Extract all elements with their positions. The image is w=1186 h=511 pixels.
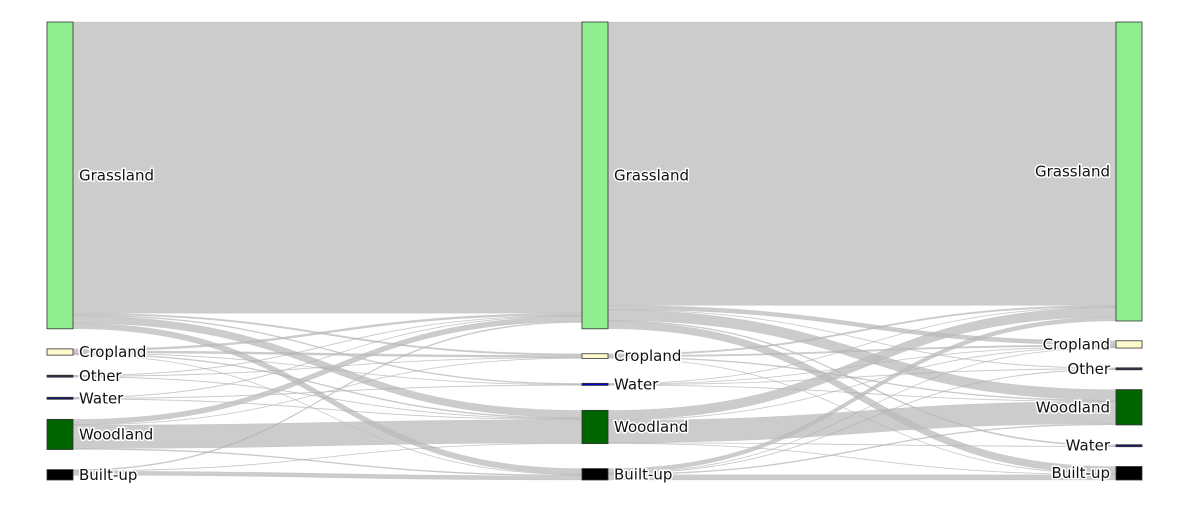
flow-s0-builtup-to-s1-builtup	[72, 470, 583, 481]
label-s1-woodland: Woodland	[614, 418, 688, 436]
label-s0-water: Water	[79, 389, 124, 407]
node-s0-water	[46, 396, 74, 400]
node-layer	[46, 21, 1143, 481]
label-layer: Grassland Cropland Other Water Woodland Built…	[78, 161, 1113, 485]
label-s2-grassland: Grassland	[1035, 163, 1110, 181]
label-s1-builtup: Built-up	[614, 465, 672, 483]
label-s2-water: Water	[1066, 437, 1111, 455]
node-s0-woodland	[46, 418, 74, 450]
label-s2-cropland: Cropland	[1043, 335, 1110, 353]
label-s0-builtup: Built-up	[79, 466, 137, 484]
flow-s1-builtup-to-s2-builtup	[607, 474, 1117, 481]
label-s2-woodland: Woodland	[1036, 398, 1110, 416]
label-s0-woodland: Woodland	[79, 425, 153, 443]
node-s1-cropland	[581, 353, 609, 359]
node-s0-cropland	[46, 348, 74, 356]
flow-layer	[72, 21, 1117, 481]
node-s0-builtup	[46, 469, 74, 481]
label-s2-other: Other	[1067, 360, 1110, 378]
label-s1-water: Water	[614, 375, 659, 393]
node-s1-grassland	[581, 21, 609, 330]
node-s2-builtup	[1115, 466, 1143, 481]
label-s0-other: Other	[79, 367, 122, 385]
node-s1-woodland	[581, 409, 609, 445]
label-s1-grassland: Grassland	[614, 166, 689, 184]
label-s1-cropland: Cropland	[614, 347, 681, 365]
label-s0-grassland: Grassland	[79, 166, 154, 184]
node-s1-builtup	[581, 468, 609, 481]
node-s1-water	[581, 382, 609, 386]
label-s0-cropland: Cropland	[79, 343, 146, 361]
label-s2-builtup: Built-up	[1052, 464, 1110, 482]
node-s2-grassland	[1115, 21, 1143, 322]
node-s2-cropland	[1115, 340, 1143, 349]
node-s0-other	[46, 374, 74, 378]
node-s2-woodland	[1115, 389, 1143, 426]
node-s2-other	[1115, 367, 1143, 371]
node-s2-water	[1115, 444, 1143, 448]
node-s0-grassland	[46, 21, 74, 330]
